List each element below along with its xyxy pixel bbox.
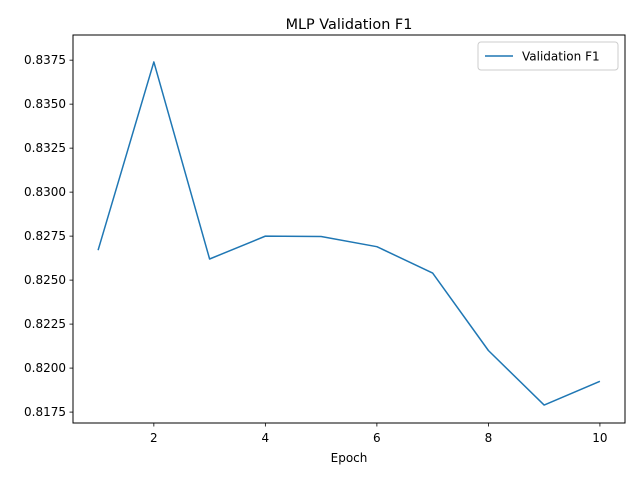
y-tick-label: 0.8350 bbox=[24, 97, 66, 111]
legend-box bbox=[477, 41, 619, 71]
y-tick-label: 0.8200 bbox=[24, 361, 66, 375]
x-tick-label: 10 bbox=[592, 431, 607, 445]
x-tick-label: 4 bbox=[262, 431, 270, 445]
series-line bbox=[97, 61, 601, 406]
y-tick-label: 0.8225 bbox=[24, 317, 66, 331]
y-tick-label: 0.8250 bbox=[24, 273, 66, 287]
x-tick-label: 2 bbox=[150, 431, 158, 445]
x-axis: 2 4 6 8 10 bbox=[150, 423, 608, 445]
legend: Validation F1 bbox=[477, 41, 619, 71]
y-tick-label: 0.8375 bbox=[24, 53, 66, 67]
series-layer bbox=[97, 61, 601, 406]
chart-title: MLP Validation F1 bbox=[286, 17, 413, 33]
x-tick-label: 6 bbox=[373, 431, 381, 445]
y-tick-label: 0.8175 bbox=[24, 405, 66, 419]
legend-series-label: Validation F1 bbox=[522, 50, 600, 64]
y-tick-label: 0.8275 bbox=[24, 229, 66, 243]
y-tick-label: 0.8300 bbox=[24, 185, 66, 199]
y-tick-label: 0.8325 bbox=[24, 141, 66, 155]
x-axis-label: Epoch bbox=[331, 451, 368, 465]
plot-frame bbox=[72, 34, 626, 424]
x-tick-label: 8 bbox=[485, 431, 493, 445]
y-axis: 0.8175 0.8200 0.8225 0.8250 0.8275 0.8300 0.83… bbox=[24, 53, 73, 419]
